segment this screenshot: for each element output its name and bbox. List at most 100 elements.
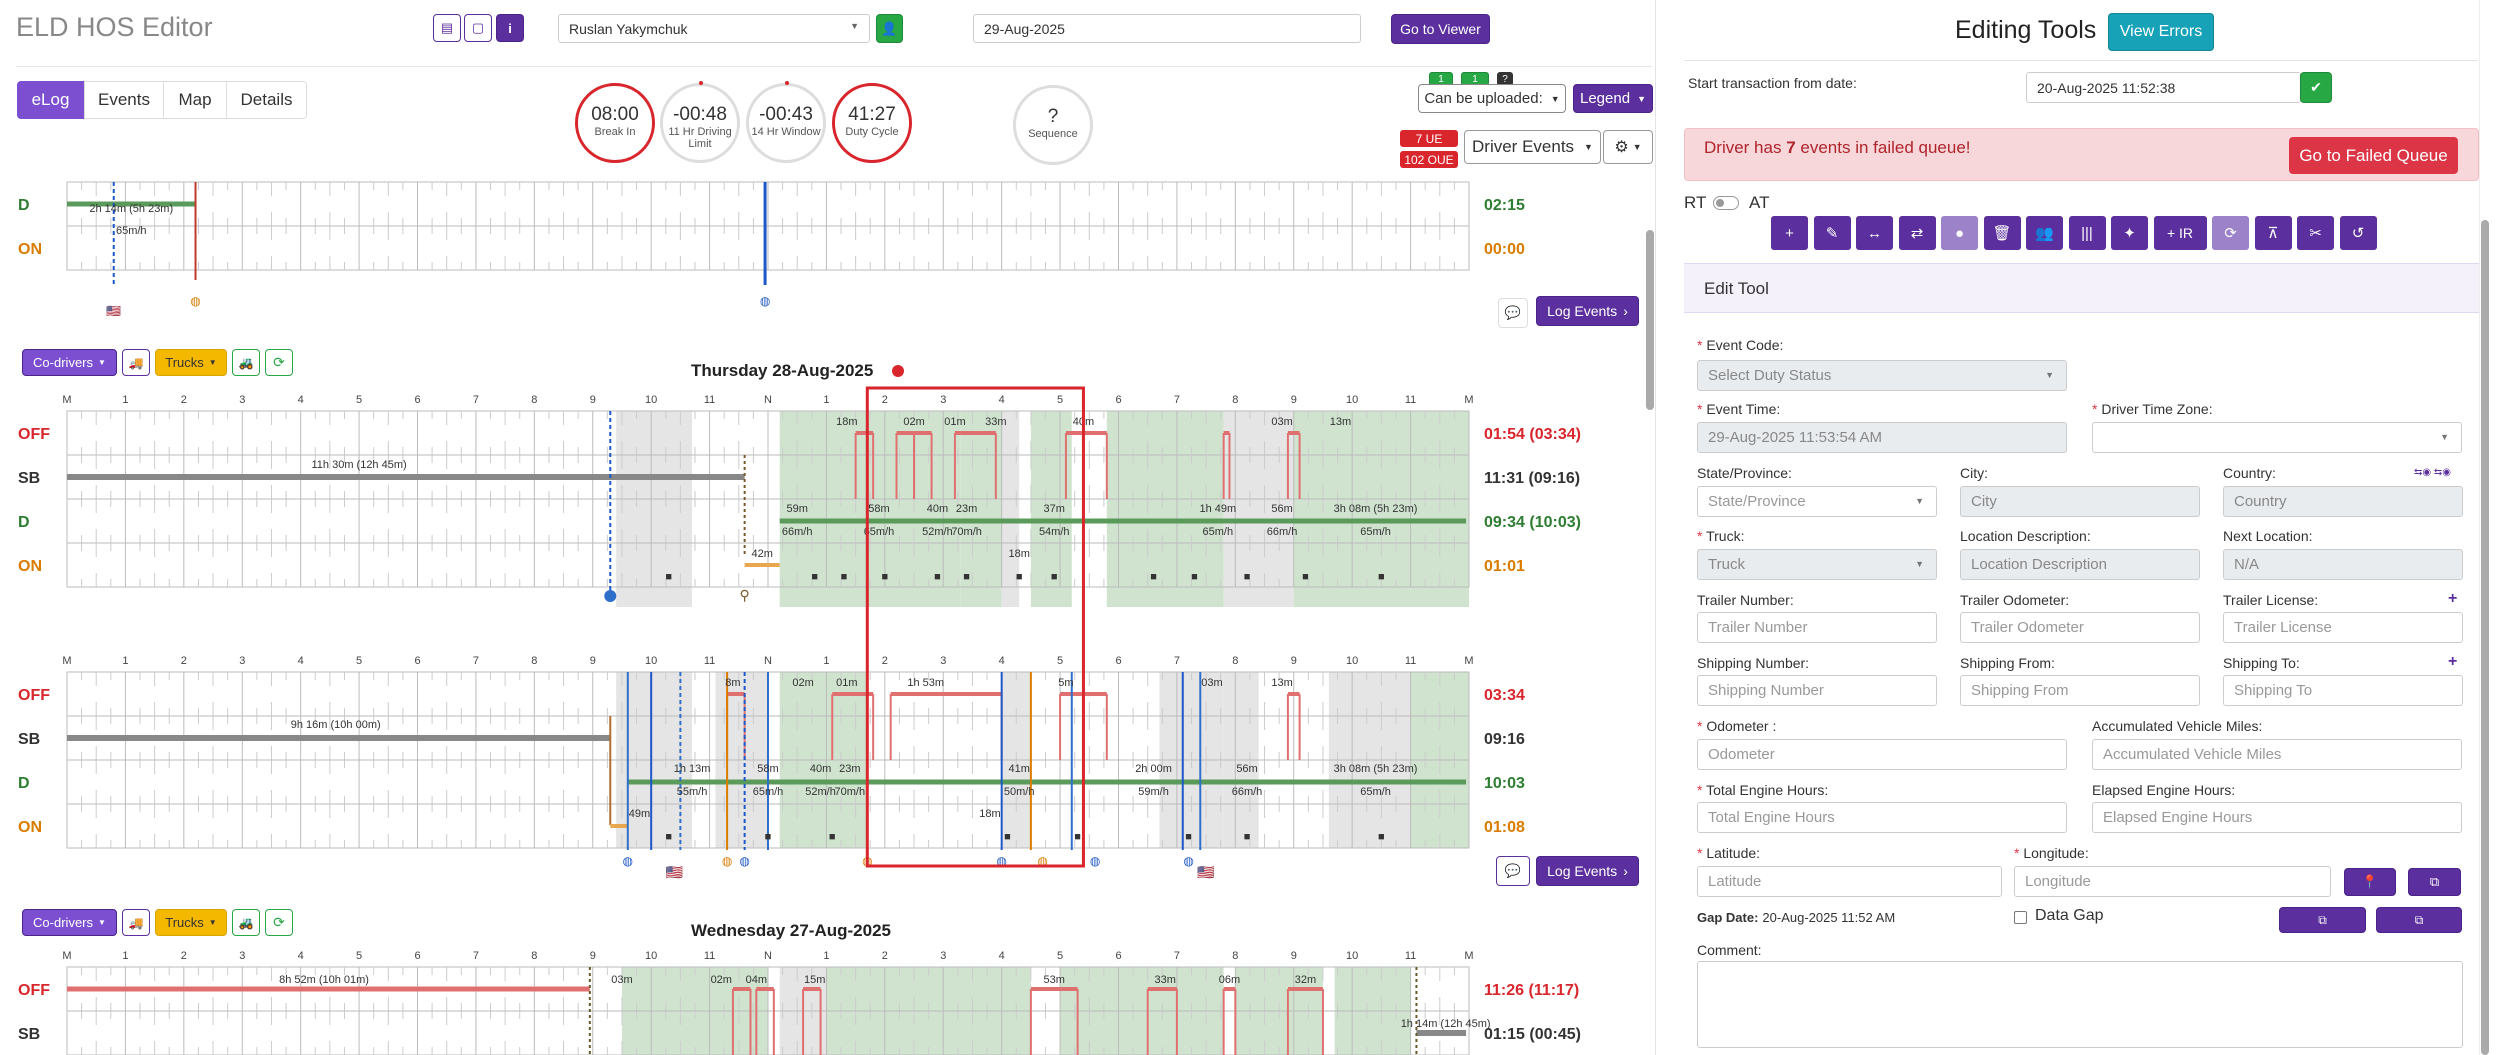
required-mark: * [1697,528,1707,544]
longitude-input[interactable]: Longitude [2014,866,2331,897]
country-input[interactable]: Country [2223,486,2463,517]
tab-map[interactable]: Map [163,81,227,119]
truck-select[interactable]: Truck ▼ [1697,549,1937,580]
view-errors-button[interactable]: View Errors [2108,13,2214,51]
tool-button-11[interactable]: ⊼ [2254,216,2292,250]
hour-label: 2 [882,950,888,962]
start-date-input[interactable]: 20-Aug-2025 11:52:38 [2026,72,2301,103]
tool-button-6[interactable]: 👥 [2026,216,2063,250]
tool-button-2[interactable]: ↔ [1856,216,1893,250]
legend-button[interactable]: Legend ▼ [1573,84,1653,113]
hour-label: 6 [414,950,420,962]
go-to-failed-queue-button[interactable]: Go to Failed Queue [2289,137,2458,174]
tool-button-10[interactable]: ⟳ [2212,216,2249,250]
ship-from-input[interactable]: Shipping From [1960,675,2200,706]
rt-at-toggle[interactable] [1713,196,1739,210]
tool-button-4[interactable]: ● [1941,216,1978,250]
tool-button-0[interactable]: + [1771,216,1808,250]
event-code-select[interactable]: Select Duty Status ▼ [1697,360,2067,391]
ship-num-input[interactable]: Shipping Number [1697,675,1937,706]
edit-tool-header [1684,263,2479,313]
tab-events[interactable]: Events [84,81,164,119]
tool-button-3[interactable]: ⇄ [1898,216,1936,250]
acc-miles-input[interactable]: Accumulated Vehicle Miles [2092,739,2462,770]
chevron-right-icon: › [1623,863,1628,879]
tool-button-12[interactable]: ✂ [2297,216,2334,250]
date-input[interactable]: 29-Aug-2025 [973,14,1361,43]
country-location-icons[interactable]: ⇆◉ ⇆◉ [2414,467,2451,478]
tool-button-1[interactable]: ✎ [1813,216,1851,250]
next-loc-input[interactable]: N/A [2223,549,2463,580]
go-to-viewer-button[interactable]: Go to Viewer [1391,14,1490,44]
segment-label: 03m [1271,416,1292,428]
state-select[interactable]: State/Province ▼ [1697,486,1937,517]
tool-button-5[interactable]: 🗑 [1983,216,2021,250]
tab-elog[interactable]: eLog [17,81,84,119]
driver-profile-button[interactable]: 👤 [876,14,903,43]
refresh-icon-button[interactable]: ⟳ [265,349,293,376]
map-marker-button[interactable]: 📍 [2344,868,2396,896]
trailer-lic-input[interactable]: Trailer License [2223,612,2463,643]
co-drivers-button[interactable]: Co-drivers ▼ [22,349,117,376]
refresh-icon-button[interactable]: ⟳ [265,909,293,936]
hour-label: 3 [940,655,946,667]
trucks-button[interactable]: Trucks ▼ [155,909,227,936]
truck-icon-button[interactable]: 🚚 [122,909,150,936]
copy-location-button[interactable]: ⧉ [2408,868,2461,896]
segment-label: 59m/h [1138,786,1169,798]
event-code-label: * Event Code: [1697,337,1783,353]
ship-to-input[interactable]: Shipping To [2223,675,2463,706]
tractor-icon-button[interactable]: 🚜 [232,909,260,936]
latitude-input-text: Latitude [1708,873,1762,890]
can-be-uploaded-select[interactable]: Can be uploaded: ▼ [1418,84,1566,113]
add-trailer-icon[interactable]: + [2448,590,2458,607]
document-icon-button[interactable]: ▤ [433,14,461,42]
odometer-input[interactable]: Odometer [1697,739,2067,770]
event-code-label-text: Event Code: [1706,337,1784,353]
driver-events-select[interactable]: Driver Events ▼ [1464,130,1601,164]
settings-dropdown-button[interactable]: ⚙ ▼ [1603,130,1653,164]
driver-tz-select[interactable]: ▼ [2092,422,2462,453]
clock-value: 41:27 [848,104,896,125]
right-scrollbar[interactable] [2481,220,2489,1055]
log-events-button[interactable]: Log Events › [1536,856,1639,886]
comment-icon-button[interactable]: 💬 [1498,298,1528,328]
confirm-check-button[interactable]: ✔ [2300,72,2332,103]
event-time-input[interactable]: 29-Aug-2025 11:53:54 AM [1697,422,2067,453]
segment-label: 70m/h [951,526,982,538]
comment-icon-button[interactable]: 💬 [1496,856,1530,886]
paste-gap-button[interactable]: ⧉ [2376,907,2462,933]
left-scrollbar[interactable] [1646,230,1654,410]
info-icon-button[interactable]: i [496,14,524,42]
log-events-button[interactable]: Log Events › [1536,296,1639,326]
city-input[interactable]: City [1960,486,2200,517]
tractor-icon-button[interactable]: 🚜 [232,349,260,376]
segment-label: 41m [1008,763,1029,775]
elapsed-input[interactable]: Elapsed Engine Hours [2092,802,2462,833]
note-icon-button[interactable]: ▢ [464,14,492,42]
segment-label: 18m [836,416,857,428]
tool-button-9[interactable]: + IR [2153,216,2207,250]
tool-button-7[interactable]: ||| [2068,216,2106,250]
tab-details[interactable]: Details [226,81,307,119]
event-time-label: * Event Time: [1697,401,1780,417]
driver-select[interactable]: Ruslan Yakymchuk ▼ [558,14,870,43]
segment-label: 56m [1236,763,1257,775]
copy-gap-button[interactable]: ⧉ [2279,907,2366,933]
trucks-button[interactable]: Trucks ▼ [155,349,227,376]
add-shipping-icon[interactable]: + [2448,653,2458,670]
comment-textarea[interactable] [1697,961,2463,1048]
data-gap-checkbox[interactable] [2014,911,2027,924]
trailer-num-input[interactable]: Trailer Number [1697,612,1937,643]
truck-icon-button[interactable]: 🚚 [122,349,150,376]
truck-select-text: Truck [1708,556,1745,573]
ship-num-label-text: Shipping Number: [1697,655,1810,671]
engine-hours-input[interactable]: Total Engine Hours [1697,802,2067,833]
tool-button-13[interactable]: ↺ [2339,216,2377,250]
tool-button-8[interactable]: ✦ [2111,216,2148,250]
loc-desc-input[interactable]: Location Description [1960,549,2200,580]
co-drivers-button[interactable]: Co-drivers ▼ [22,909,117,936]
latitude-input[interactable]: Latitude [1697,866,2002,897]
selection-range[interactable] [865,386,1085,868]
trailer-odo-input[interactable]: Trailer Odometer [1960,612,2200,643]
